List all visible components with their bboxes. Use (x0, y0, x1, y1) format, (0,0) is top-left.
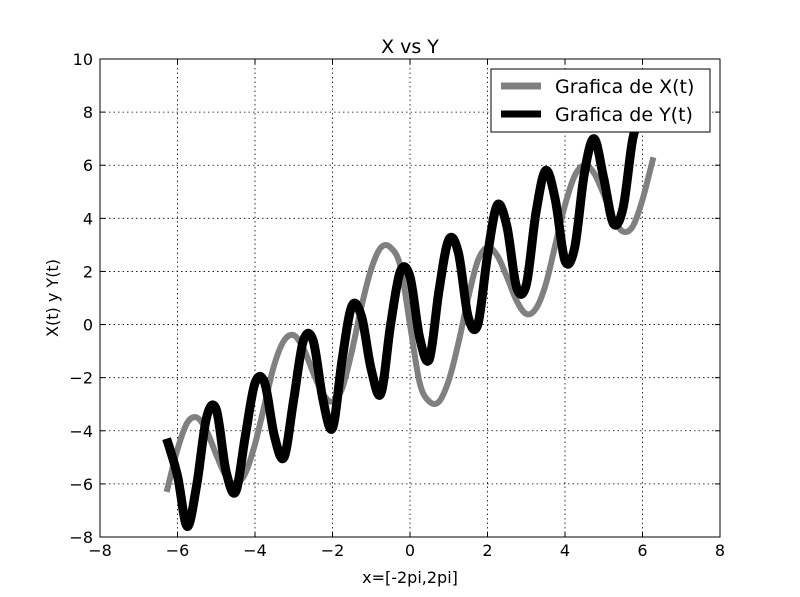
legend-label-y: Grafica de Y(t) (555, 104, 693, 126)
y-tick-label: 0 (83, 316, 93, 335)
y-tick-label: 6 (83, 156, 93, 175)
x-tick-label: 2 (482, 541, 492, 560)
y-tick-label: 8 (83, 103, 93, 122)
tick-labels: −8 −6 −4 −2 0 2 4 6 8 −8 −6 −4 −2 0 2 4 6 8 10 (69, 50, 725, 560)
x-tick-label: −6 (166, 541, 190, 560)
y-tick-label: −8 (69, 528, 93, 547)
x-axis-label: x=[-2pi,2pi] (362, 568, 458, 587)
series-layer (162, 101, 657, 531)
x-tick-label: −2 (321, 541, 345, 560)
x-tick-label: −4 (243, 541, 267, 560)
x-tick-label: 0 (405, 541, 415, 560)
chart-title: X vs Y (381, 36, 439, 58)
legend-label-x: Grafica de X(t) (555, 76, 694, 98)
y-tick-label: −4 (69, 422, 93, 441)
x-tick-label: 6 (637, 541, 647, 560)
tick-marks (99, 58, 721, 538)
series-line-y (162, 101, 651, 531)
legend-box (490, 68, 711, 133)
legend: Grafica de X(t) Grafica de Y(t) (490, 68, 711, 133)
x-tick-label: −8 (88, 541, 112, 560)
x-tick-label: 4 (560, 541, 570, 560)
y-tick-label: −6 (69, 475, 93, 494)
y-tick-label: 2 (83, 262, 93, 281)
series-line-x (163, 156, 657, 493)
y-tick-label: 10 (73, 50, 93, 69)
y-tick-label: 4 (83, 209, 93, 228)
y-axis-label: X(t) y Y(t) (43, 259, 62, 337)
y-tick-label: −2 (69, 369, 93, 388)
x-tick-label: 8 (715, 541, 725, 560)
